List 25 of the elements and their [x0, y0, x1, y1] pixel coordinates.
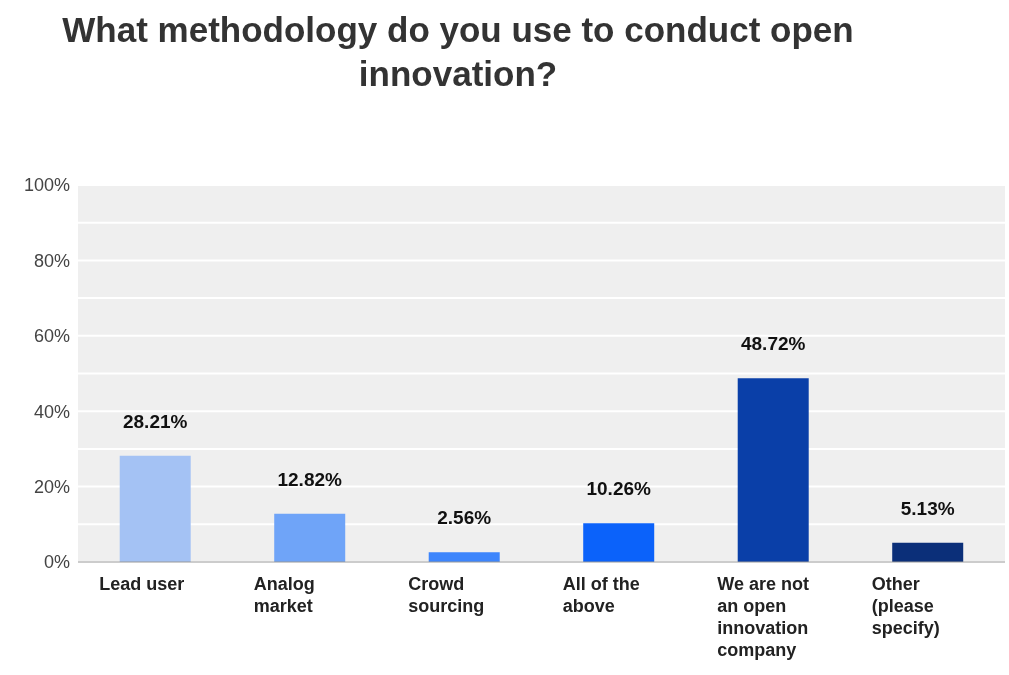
- x-tick-label: We are not an open innovation company: [717, 574, 809, 660]
- data-label: 48.72%: [740, 333, 806, 355]
- y-tick-label: 0%: [43, 552, 70, 573]
- y-tick-label: 20%: [33, 476, 70, 497]
- bar: [274, 513, 346, 562]
- bar: [737, 378, 809, 562]
- data-label: 12.82%: [277, 468, 343, 490]
- bar: [583, 523, 655, 562]
- x-tick-label: Lead user: [99, 574, 185, 594]
- x-tick-label: All of the above: [562, 574, 640, 616]
- bar: [892, 542, 964, 562]
- bar: [119, 455, 191, 562]
- data-label: 5.13%: [900, 497, 955, 519]
- chart-title: What methodology do you use to conduct open innovation?: [61, 9, 855, 95]
- x-tick-label: Other (please specify): [871, 574, 940, 638]
- x-tick-label: Crowd sourcing: [408, 574, 485, 616]
- data-label: 10.26%: [586, 478, 652, 500]
- y-tick-label: 60%: [33, 326, 70, 347]
- y-tick-label: 100%: [23, 175, 70, 196]
- y-tick-label: 40%: [33, 401, 70, 422]
- data-label: 2.56%: [437, 507, 492, 529]
- data-label: 28.21%: [122, 410, 188, 432]
- y-tick-label: 80%: [33, 250, 70, 271]
- bar: [428, 552, 500, 562]
- x-tick-label: Analog market: [253, 574, 315, 616]
